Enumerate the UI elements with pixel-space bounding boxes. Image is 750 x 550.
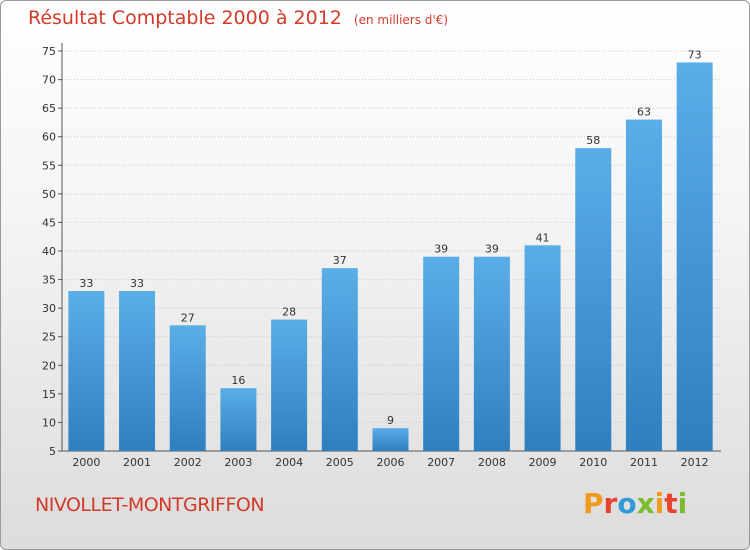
x-tick-label-2003: 2003 bbox=[224, 456, 252, 469]
value-label-2007: 39 bbox=[434, 243, 448, 256]
value-label-2002: 27 bbox=[181, 311, 195, 324]
x-tick-label-2012: 2012 bbox=[681, 456, 709, 469]
chart-subtitle: (en milliers d'€) bbox=[353, 13, 449, 27]
commune-name: NIVOLLET-MONTGRIFFON bbox=[35, 494, 265, 516]
y-tick-label: 30 bbox=[42, 302, 56, 315]
x-tick-label-2000: 2000 bbox=[72, 456, 100, 469]
y-tick-label: 55 bbox=[42, 159, 56, 172]
labels: 5 10 15 20 25 30 35 40 45 50 55 60 65 70 75 33 2000 33 200… bbox=[42, 45, 709, 469]
x-tick-label-2001: 2001 bbox=[123, 456, 151, 469]
x-tick-label-2005: 2005 bbox=[326, 456, 354, 469]
x-tick-label-2006: 2006 bbox=[377, 456, 405, 469]
y-tick-label: 20 bbox=[42, 359, 56, 372]
x-tick-label-2009: 2009 bbox=[529, 456, 557, 469]
bar-2012 bbox=[676, 62, 713, 452]
bar-2004 bbox=[271, 319, 308, 451]
y-tick-label: 70 bbox=[42, 74, 56, 87]
logo-letter: t bbox=[664, 487, 678, 520]
chart-title-text: Résultat Comptable 2000 à 2012 bbox=[28, 7, 342, 29]
y-tick-label: 60 bbox=[42, 131, 56, 144]
y-tick-label: 50 bbox=[42, 188, 56, 201]
x-tick-label-2004: 2004 bbox=[275, 456, 303, 469]
value-label-2012: 73 bbox=[688, 48, 702, 61]
y-tick-label: 65 bbox=[42, 102, 56, 115]
grid-lines bbox=[62, 50, 721, 423]
logo-letter: i bbox=[654, 487, 665, 520]
logo-letter: o bbox=[617, 487, 637, 520]
y-tick-label: 40 bbox=[42, 245, 56, 258]
x-tick-label-2007: 2007 bbox=[427, 456, 455, 469]
value-label-2004: 28 bbox=[282, 306, 296, 319]
value-label-2009: 41 bbox=[536, 231, 550, 244]
value-label-2011: 63 bbox=[637, 106, 651, 119]
bar-2003 bbox=[220, 388, 257, 451]
y-tick-label: 10 bbox=[42, 416, 56, 429]
proxiti-logo: Proxiti bbox=[583, 487, 687, 520]
bar-2009 bbox=[524, 245, 561, 451]
value-label-2010: 58 bbox=[586, 134, 600, 147]
bar-2008 bbox=[473, 256, 510, 451]
bar-2010 bbox=[575, 148, 612, 451]
bar-2000 bbox=[68, 291, 105, 451]
bar-2002 bbox=[169, 325, 206, 451]
x-tick-label-2002: 2002 bbox=[174, 456, 202, 469]
bar-2006 bbox=[372, 428, 409, 451]
bar-2001 bbox=[119, 291, 156, 451]
logo-letter: i bbox=[677, 487, 688, 520]
y-tick-label: 45 bbox=[42, 216, 56, 229]
x-tick-label-2011: 2011 bbox=[630, 456, 658, 469]
logo-letter: x bbox=[636, 487, 655, 520]
logo-letter: r bbox=[603, 487, 618, 520]
x-tick-label-2008: 2008 bbox=[478, 456, 506, 469]
value-label-2003: 16 bbox=[231, 374, 245, 387]
value-label-2005: 37 bbox=[333, 254, 347, 267]
bar-2011 bbox=[625, 119, 662, 452]
y-tick-label: 75 bbox=[42, 45, 56, 58]
value-label-2000: 33 bbox=[79, 277, 93, 290]
chart-title: Résultat Comptable 2000 à 2012 (en millie… bbox=[28, 7, 448, 29]
x-tick-label-2010: 2010 bbox=[579, 456, 607, 469]
bar-2007 bbox=[423, 256, 460, 451]
value-label-2008: 39 bbox=[485, 243, 499, 256]
bars bbox=[68, 62, 713, 452]
logo-letter: P bbox=[583, 487, 604, 520]
value-label-2006: 9 bbox=[387, 414, 394, 427]
bar-2005 bbox=[321, 268, 358, 451]
y-tick-label: 15 bbox=[42, 388, 56, 401]
value-label-2001: 33 bbox=[130, 277, 144, 290]
y-tick-label: 5 bbox=[49, 445, 56, 458]
y-tick-label: 25 bbox=[42, 331, 56, 344]
axes bbox=[58, 43, 721, 452]
y-tick-label: 35 bbox=[42, 274, 56, 287]
